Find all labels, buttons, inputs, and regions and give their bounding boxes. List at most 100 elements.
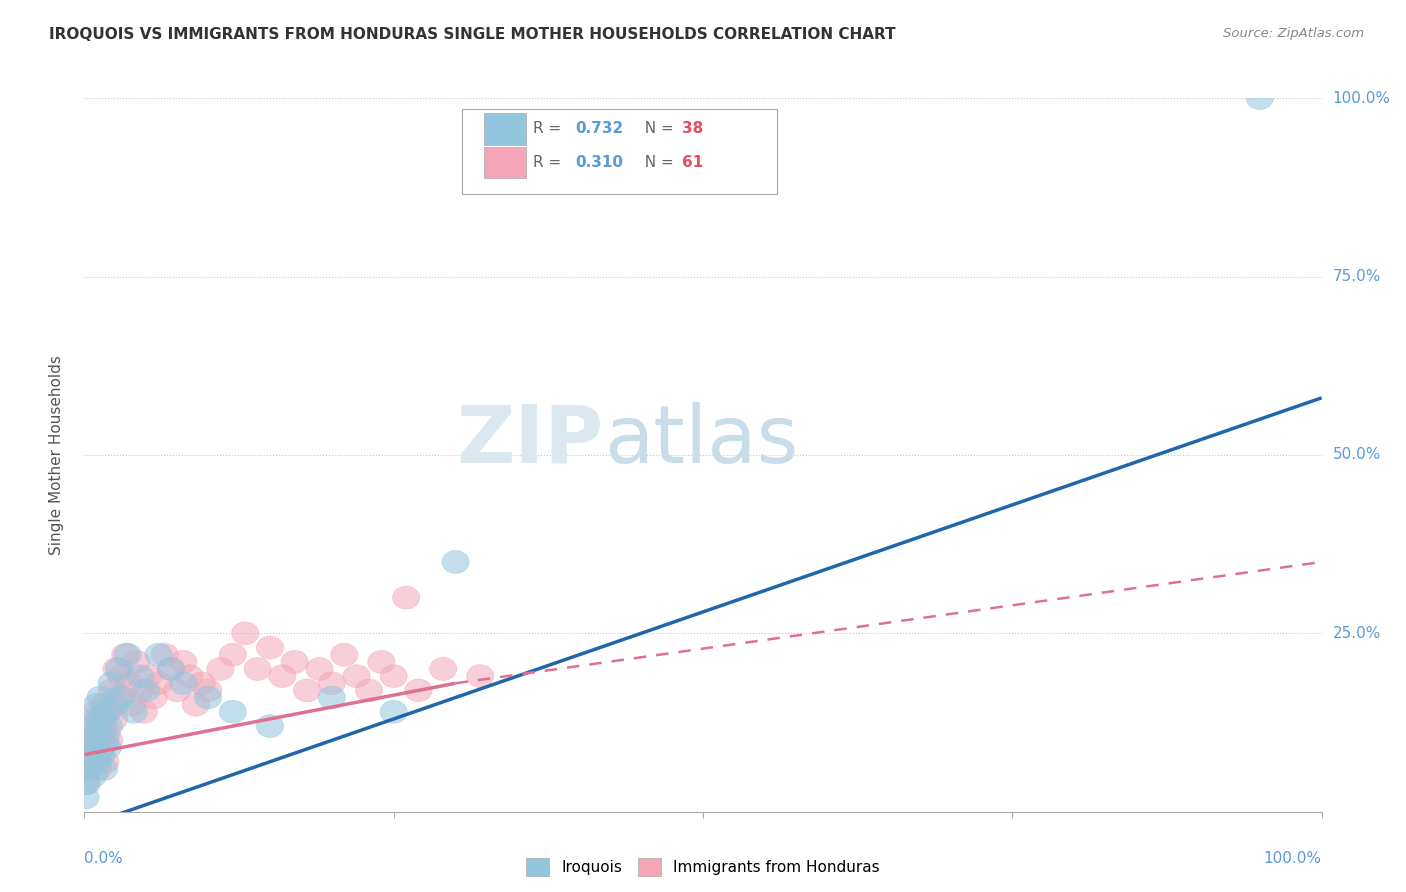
Text: R =: R = — [533, 121, 567, 136]
Ellipse shape — [141, 686, 167, 709]
Ellipse shape — [256, 636, 284, 659]
Ellipse shape — [80, 736, 108, 759]
Ellipse shape — [86, 729, 112, 752]
Ellipse shape — [105, 657, 132, 681]
Ellipse shape — [127, 679, 153, 702]
Ellipse shape — [170, 650, 197, 673]
Ellipse shape — [83, 743, 110, 766]
Ellipse shape — [157, 657, 184, 681]
Ellipse shape — [105, 686, 132, 709]
Ellipse shape — [84, 750, 111, 773]
Text: 38: 38 — [682, 121, 703, 136]
Ellipse shape — [77, 714, 104, 738]
Ellipse shape — [392, 586, 419, 609]
Ellipse shape — [380, 700, 408, 723]
Ellipse shape — [219, 643, 246, 666]
Ellipse shape — [170, 672, 197, 695]
Ellipse shape — [90, 707, 117, 731]
Legend: Iroquois, Immigrants from Honduras: Iroquois, Immigrants from Honduras — [520, 852, 886, 882]
Ellipse shape — [79, 764, 107, 788]
Text: 25.0%: 25.0% — [1333, 626, 1381, 640]
Ellipse shape — [96, 714, 122, 738]
Ellipse shape — [76, 743, 103, 766]
FancyBboxPatch shape — [461, 109, 778, 194]
Ellipse shape — [87, 707, 114, 731]
Ellipse shape — [343, 665, 370, 688]
Text: IROQUOIS VS IMMIGRANTS FROM HONDURAS SINGLE MOTHER HOUSEHOLDS CORRELATION CHART: IROQUOIS VS IMMIGRANTS FROM HONDURAS SIN… — [49, 27, 896, 42]
Text: N =: N = — [636, 121, 679, 136]
Ellipse shape — [145, 672, 172, 695]
Text: 100.0%: 100.0% — [1333, 91, 1391, 105]
Ellipse shape — [98, 679, 125, 702]
Text: 61: 61 — [682, 155, 703, 169]
Ellipse shape — [76, 729, 103, 752]
Ellipse shape — [93, 722, 121, 745]
Ellipse shape — [114, 643, 141, 666]
Y-axis label: Single Mother Households: Single Mother Households — [49, 355, 63, 555]
Ellipse shape — [90, 693, 118, 716]
Ellipse shape — [83, 693, 110, 716]
Ellipse shape — [356, 679, 382, 702]
Ellipse shape — [90, 757, 118, 780]
Text: 0.0%: 0.0% — [84, 851, 124, 866]
Ellipse shape — [79, 750, 105, 773]
Ellipse shape — [157, 657, 184, 681]
Ellipse shape — [430, 657, 457, 681]
Ellipse shape — [269, 665, 295, 688]
Ellipse shape — [80, 722, 108, 745]
Ellipse shape — [441, 550, 470, 574]
Ellipse shape — [96, 729, 122, 752]
Ellipse shape — [73, 757, 100, 780]
Text: N =: N = — [636, 155, 679, 169]
Text: 50.0%: 50.0% — [1333, 448, 1381, 462]
Ellipse shape — [108, 686, 135, 709]
Ellipse shape — [100, 707, 128, 731]
Ellipse shape — [91, 729, 120, 752]
Ellipse shape — [245, 657, 271, 681]
Text: ZIP: ZIP — [457, 401, 605, 480]
Ellipse shape — [89, 743, 115, 766]
Ellipse shape — [368, 650, 395, 673]
Ellipse shape — [194, 686, 222, 709]
Ellipse shape — [207, 657, 233, 681]
Ellipse shape — [82, 707, 110, 731]
Ellipse shape — [111, 643, 139, 666]
Ellipse shape — [84, 757, 111, 780]
FancyBboxPatch shape — [484, 146, 526, 178]
Ellipse shape — [122, 650, 150, 673]
Ellipse shape — [405, 679, 432, 702]
Text: 0.310: 0.310 — [575, 155, 623, 169]
Ellipse shape — [101, 693, 129, 716]
Ellipse shape — [82, 700, 110, 723]
Ellipse shape — [115, 672, 142, 695]
Ellipse shape — [183, 693, 209, 716]
Ellipse shape — [188, 672, 215, 695]
Ellipse shape — [307, 657, 333, 681]
Ellipse shape — [103, 657, 131, 681]
Text: 75.0%: 75.0% — [1333, 269, 1381, 284]
Text: Source: ZipAtlas.com: Source: ZipAtlas.com — [1223, 27, 1364, 40]
Text: 0.732: 0.732 — [575, 121, 624, 136]
Text: 100.0%: 100.0% — [1264, 851, 1322, 866]
Ellipse shape — [131, 700, 157, 723]
Ellipse shape — [127, 665, 153, 688]
Ellipse shape — [232, 622, 259, 645]
Ellipse shape — [93, 700, 121, 723]
Ellipse shape — [108, 665, 135, 688]
Ellipse shape — [467, 665, 494, 688]
Ellipse shape — [163, 679, 191, 702]
Ellipse shape — [256, 714, 284, 738]
Ellipse shape — [176, 665, 202, 688]
Ellipse shape — [194, 679, 222, 702]
Ellipse shape — [75, 757, 101, 780]
Text: R =: R = — [533, 155, 567, 169]
Ellipse shape — [121, 700, 148, 723]
Ellipse shape — [72, 786, 100, 809]
Ellipse shape — [294, 679, 321, 702]
Ellipse shape — [132, 679, 160, 702]
Ellipse shape — [318, 672, 346, 695]
Ellipse shape — [77, 729, 104, 752]
Ellipse shape — [94, 700, 121, 723]
Ellipse shape — [152, 643, 179, 666]
Ellipse shape — [219, 700, 246, 723]
